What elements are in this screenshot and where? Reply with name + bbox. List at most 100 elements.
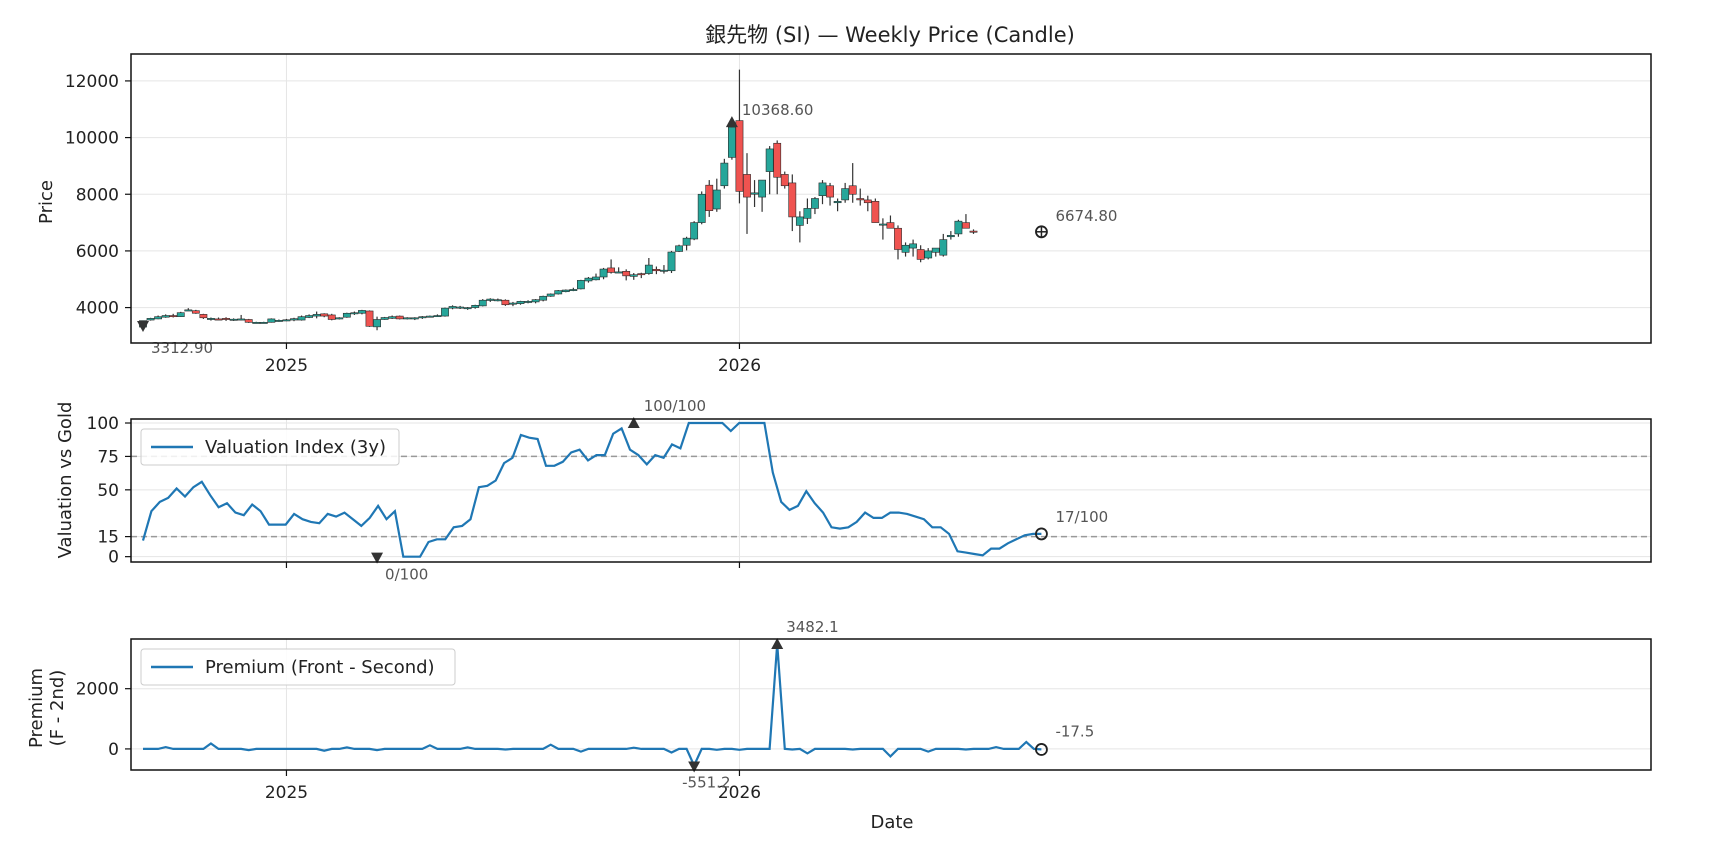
candle-down <box>637 273 646 276</box>
legend-box <box>140 428 400 466</box>
candle-up <box>614 271 623 274</box>
peak-marker <box>725 116 738 128</box>
candle-up <box>267 318 276 323</box>
candle-up <box>795 216 804 226</box>
candle-up <box>690 222 699 240</box>
candle-up <box>403 317 412 320</box>
candle-up <box>524 301 532 303</box>
x-tick-label: 2026 <box>718 783 761 803</box>
y-tick-label: 50 <box>97 481 119 501</box>
candle-down <box>848 185 857 195</box>
value-annotation: 17/100 <box>1055 508 1108 526</box>
y-tick-label: 75 <box>97 447 119 467</box>
plot-frame <box>130 418 1652 563</box>
value-annotation: -17.5 <box>1055 722 1094 740</box>
candle-up <box>516 301 525 304</box>
candle-up <box>176 312 185 317</box>
candle-up <box>660 269 668 272</box>
candle-up <box>750 192 759 195</box>
candle-up <box>954 220 963 235</box>
candle-up <box>493 299 502 302</box>
candle-up <box>358 310 366 314</box>
candle-down <box>395 315 404 320</box>
candle-up <box>237 318 246 321</box>
candle-up <box>811 198 819 209</box>
candle-up <box>584 277 593 282</box>
candle-up <box>161 315 170 318</box>
y-tick-label: 10000 <box>65 129 119 149</box>
candle-up <box>599 268 608 278</box>
candle-down <box>705 184 714 211</box>
x-tick-label: 2025 <box>265 783 308 803</box>
candle-down <box>871 201 880 223</box>
plot-area <box>131 54 1651 343</box>
candle-up <box>592 276 600 281</box>
candle-up <box>312 314 321 317</box>
last-value-marker <box>1035 743 1048 756</box>
candle-up <box>878 223 887 226</box>
valuation-y-axis-label: Valuation vs Gold <box>55 402 76 559</box>
y-tick-label: 4000 <box>76 299 119 319</box>
candle-up <box>841 188 850 201</box>
candle-up <box>441 307 449 317</box>
candle-up <box>939 239 948 256</box>
candle-down <box>191 310 200 314</box>
x-tick-label: 2026 <box>718 356 761 376</box>
legend-entry: Valuation Index (3y) <box>205 437 386 458</box>
y-tick-label: 2000 <box>76 680 119 700</box>
plot-frame <box>130 53 1652 344</box>
candle-down <box>607 267 615 273</box>
price-y-axis-label: Price <box>36 180 57 224</box>
candle-up <box>712 189 721 210</box>
candle-down <box>863 199 872 204</box>
trough-marker <box>371 552 384 564</box>
value-annotation: -551.2 <box>682 774 730 792</box>
candle-up <box>682 237 691 246</box>
candle-up <box>901 244 910 253</box>
candle-up <box>229 318 238 321</box>
candle-up <box>154 316 162 320</box>
candle-down <box>365 310 374 327</box>
chart-title: 銀先物 (SI) — Weekly Price (Candle) <box>705 23 1075 47</box>
candle-up <box>274 320 283 322</box>
candle-down <box>969 230 978 233</box>
value-annotation: 3312.90 <box>151 339 213 357</box>
candle-up <box>486 298 495 301</box>
candle-up <box>531 299 540 303</box>
value-annotation: 0/100 <box>385 566 428 584</box>
candle-down <box>788 182 797 218</box>
candle-up <box>373 319 381 328</box>
candle-up <box>727 126 736 158</box>
candle-up <box>146 318 155 321</box>
y-tick-label: 0 <box>108 548 119 568</box>
candle-up <box>456 306 464 309</box>
candle-down <box>244 319 253 323</box>
candle-up <box>184 309 193 312</box>
trough-marker <box>688 761 701 773</box>
premium-y-axis-label-line: (F - 2nd) <box>47 670 68 747</box>
candle-down <box>735 120 744 192</box>
candle-up <box>539 295 548 301</box>
candle-up <box>509 302 517 305</box>
candle-up <box>207 318 215 320</box>
y-tick-label: 8000 <box>76 185 119 205</box>
y-tick-label: 12000 <box>65 72 119 92</box>
candle-up <box>818 182 827 196</box>
peak-marker <box>627 417 640 429</box>
candle-up <box>433 315 442 318</box>
value-annotation: 3482.1 <box>786 618 839 636</box>
legend-box <box>140 648 456 686</box>
peak-marker <box>771 638 784 650</box>
candle-down <box>169 315 178 318</box>
candle-up <box>425 315 434 318</box>
candle-up <box>765 148 774 172</box>
candle-down <box>780 174 789 187</box>
candle-up <box>758 179 766 198</box>
candle-up <box>833 201 842 204</box>
candle-up <box>335 317 344 320</box>
candle-up <box>569 289 578 291</box>
candle-up <box>720 162 729 187</box>
candle-up <box>561 289 570 293</box>
